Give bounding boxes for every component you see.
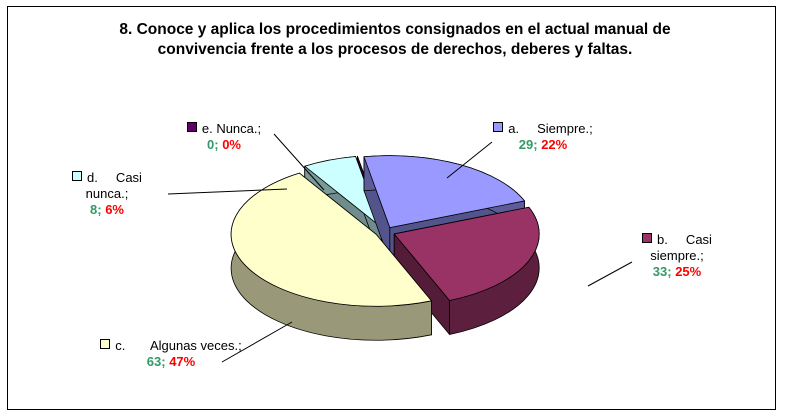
- value-label: 0;: [207, 137, 219, 152]
- data-label: e. Nunca.; 0; 0%: [164, 121, 284, 153]
- slice: [230, 172, 432, 341]
- slice-top: [304, 156, 382, 228]
- percent-label: 22%: [541, 137, 568, 152]
- percent-label: 6%: [105, 202, 124, 217]
- legend-swatch: [100, 339, 111, 349]
- legend-swatch: [186, 122, 197, 132]
- value-label: 33;: [652, 264, 672, 279]
- leader-line: [587, 261, 633, 287]
- category-label: b. Casi siempre.;: [650, 232, 716, 263]
- value-label: 29;: [518, 137, 538, 152]
- percent-label: 0%: [222, 137, 241, 152]
- slice: [393, 206, 540, 335]
- category-label: e. Nunca.;: [201, 121, 262, 136]
- leader-line: [221, 321, 293, 363]
- data-label: b. Casi siempre.; 33; 25%: [622, 232, 732, 280]
- value-label: 8;: [90, 202, 102, 217]
- leader-line: [167, 188, 288, 195]
- slice-top: [393, 206, 540, 301]
- slice-top: [230, 172, 432, 307]
- leader-line: [273, 133, 325, 191]
- data-label: c. Algunas veces.; 63; 47%: [96, 338, 246, 370]
- category-label: c. Algunas veces.;: [115, 338, 242, 353]
- percent-label: 25%: [675, 264, 702, 279]
- chart-frame: [7, 6, 776, 410]
- legend-swatch: [493, 122, 504, 132]
- data-label: d. Casi nunca.; 8; 6%: [52, 170, 162, 218]
- category-label: a. Siempre.;: [508, 121, 593, 136]
- legend-swatch: [642, 233, 653, 243]
- percent-label: 47%: [169, 354, 196, 369]
- data-label: a. Siempre.; 29; 22%: [478, 121, 608, 153]
- category-label: d. Casi nunca.;: [85, 170, 146, 201]
- leader-line: [446, 141, 493, 179]
- slice-top: [363, 155, 525, 229]
- chart-title: 8. Conoce y aplica los procedimientos co…: [119, 21, 671, 58]
- legend-swatch: [72, 171, 83, 181]
- value-label: 63;: [146, 354, 166, 369]
